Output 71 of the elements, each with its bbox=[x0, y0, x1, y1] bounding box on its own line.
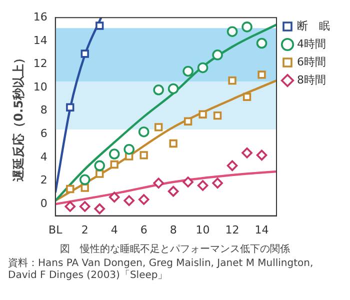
line-series bbox=[55, 170, 276, 206]
point bbox=[197, 180, 208, 191]
point bbox=[79, 201, 90, 212]
point bbox=[226, 26, 238, 37]
y-tick-label: 2 bbox=[40, 174, 48, 187]
point bbox=[212, 178, 223, 189]
point bbox=[79, 174, 90, 186]
point bbox=[80, 184, 89, 192]
point bbox=[80, 50, 89, 58]
x-tick-label: 14 bbox=[254, 223, 269, 236]
line-series bbox=[55, 18, 102, 194]
point bbox=[153, 178, 164, 189]
line-series bbox=[55, 23, 276, 202]
point bbox=[94, 160, 106, 172]
y-tick-label: 0 bbox=[40, 197, 48, 210]
legend-label: 8時間 bbox=[297, 73, 326, 86]
point bbox=[94, 203, 106, 214]
x-tick-label: 6 bbox=[140, 223, 148, 236]
point bbox=[182, 176, 194, 188]
point bbox=[110, 160, 118, 169]
point bbox=[66, 103, 74, 112]
x-tick-label: 12 bbox=[225, 223, 240, 236]
line-series bbox=[55, 79, 276, 202]
y-tick-label: 16 bbox=[33, 10, 48, 24]
point bbox=[197, 62, 208, 74]
text: 図 慢性的な睡眠不足とパフォーマンス低下の関係 bbox=[59, 242, 291, 256]
y-tick-label: 4 bbox=[40, 150, 48, 164]
x-tick-label: 8 bbox=[170, 223, 177, 236]
y-axis-title: 遅延反応（0.5秒以上） bbox=[11, 52, 26, 182]
point bbox=[154, 123, 163, 132]
point bbox=[182, 66, 194, 77]
y-tick-label: 10 bbox=[33, 80, 48, 94]
point bbox=[168, 83, 179, 94]
point bbox=[108, 192, 120, 203]
point bbox=[212, 50, 223, 60]
point bbox=[64, 201, 76, 212]
legend-label: 6時間 bbox=[297, 55, 326, 68]
point bbox=[228, 76, 236, 85]
point bbox=[242, 92, 252, 101]
point bbox=[256, 38, 268, 49]
point bbox=[256, 150, 268, 161]
point bbox=[140, 151, 148, 160]
point bbox=[124, 195, 134, 206]
y-tick-label: 14 bbox=[33, 34, 48, 47]
x-tick-label: 2 bbox=[81, 223, 88, 236]
point bbox=[242, 147, 252, 158]
point bbox=[138, 126, 150, 138]
x-tick-label: 4 bbox=[110, 223, 118, 236]
point bbox=[242, 22, 252, 32]
legend-label: 断 眠 bbox=[297, 19, 330, 32]
point bbox=[96, 170, 104, 178]
point bbox=[213, 111, 222, 120]
point bbox=[153, 84, 164, 96]
x-tick-label: 10 bbox=[196, 223, 210, 236]
point bbox=[138, 194, 150, 205]
y-tick-label: 8 bbox=[40, 104, 48, 117]
point bbox=[169, 139, 178, 148]
point bbox=[124, 144, 134, 155]
point bbox=[66, 184, 74, 194]
point bbox=[184, 117, 192, 126]
text: 資料：Hans PA Van Dongen, Greg Maislin, Janet M Mullington, David F Dinges (2003)「Sleep」 bbox=[8, 258, 314, 282]
y-tick-label: 6 bbox=[40, 127, 48, 140]
point bbox=[96, 22, 104, 30]
y-tick-label: 12 bbox=[33, 57, 48, 70]
point bbox=[226, 160, 238, 172]
legend-label: 4時間 bbox=[297, 37, 326, 50]
x-tick-label: BL bbox=[48, 223, 64, 236]
point bbox=[168, 186, 179, 197]
point bbox=[258, 70, 266, 79]
point bbox=[108, 148, 120, 160]
point bbox=[198, 110, 207, 118]
